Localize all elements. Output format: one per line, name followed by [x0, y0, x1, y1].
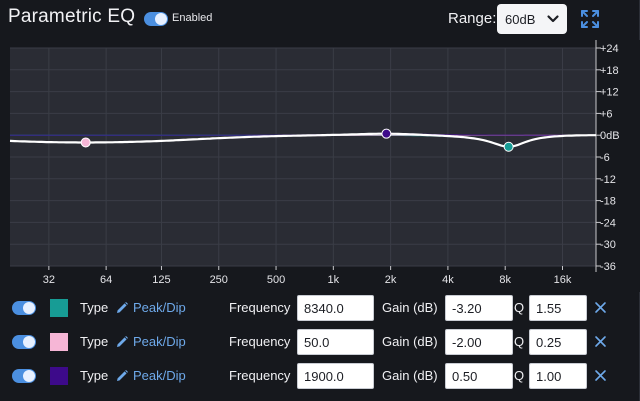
band-row-1: Type Peak/Dip Frequency 8340.0 Gain (dB)…: [0, 292, 640, 324]
combined-response-curve: [9, 132, 596, 148]
header: Parametric EQ Enabled Range: 60dB: [0, 0, 640, 40]
x-tick-label: 8k: [499, 274, 511, 286]
band-1-gain-input[interactable]: -3.20: [445, 295, 513, 321]
close-icon[interactable]: [594, 301, 607, 314]
y-tick-label: -12: [600, 174, 616, 186]
band-2-handle[interactable]: [80, 137, 91, 148]
band-handles[interactable]: [80, 128, 514, 152]
band-2-color-swatch[interactable]: [50, 333, 68, 351]
y-tick-label: -24: [600, 217, 616, 229]
x-tick-label: 500: [267, 274, 285, 286]
q-label: Q: [514, 368, 525, 383]
x-tick-label: 4k: [442, 274, 454, 286]
band-row-2: Type Peak/Dip Frequency 50.0 Gain (dB) -…: [0, 326, 640, 358]
x-axis: 32 64 125 250 500 1k 2k 4k 8k 16k: [43, 266, 572, 286]
gain-label: Gain (dB): [382, 368, 438, 383]
y-axis-band: [596, 40, 640, 292]
eq-chart[interactable]: +24 +18 +12 +6 0dB -6 -12 -18 -24 -30 -36 32 64 125 2…: [0, 40, 640, 292]
y-tick-label: +18: [600, 65, 619, 77]
band-3-type-link[interactable]: Peak/Dip: [133, 368, 186, 383]
band-2-frequency-input[interactable]: 50.0: [297, 329, 374, 355]
q-label: Q: [514, 300, 525, 315]
curves: [9, 132, 596, 148]
x-tick-label: 1k: [328, 274, 340, 286]
x-tick-label: 64: [100, 274, 112, 286]
gain-label: Gain (dB): [382, 300, 438, 315]
band-1-handle[interactable]: [503, 141, 514, 152]
band-1-color-swatch[interactable]: [50, 299, 68, 317]
grid: [10, 47, 596, 267]
frequency-label: Frequency: [229, 300, 291, 315]
range-label: Range:: [448, 10, 497, 27]
enabled-label: Enabled: [172, 12, 213, 24]
enabled-toggle[interactable]: [144, 12, 168, 26]
chevron-down-icon: [547, 15, 559, 23]
type-label: Type: [80, 300, 109, 315]
band-3-gain-input[interactable]: 0.50: [445, 363, 513, 389]
toggle-knob: [23, 302, 35, 314]
x-tick-label: 250: [210, 274, 228, 286]
range-select[interactable]: 60dB: [497, 4, 567, 34]
band-1-toggle[interactable]: [12, 301, 36, 315]
band-2-q-input[interactable]: 0.25: [529, 329, 587, 355]
x-tick-label: 32: [43, 274, 55, 286]
toggle-knob: [155, 13, 167, 25]
band-3-toggle[interactable]: [12, 369, 36, 383]
eq-graph[interactable]: +24 +18 +12 +6 0dB -6 -12 -18 -24 -30 -36 32 64 125 2…: [0, 40, 640, 292]
x-tick-label: 2k: [385, 274, 397, 286]
pencil-icon[interactable]: [115, 369, 129, 383]
band-1-frequency-input[interactable]: 8340.0: [297, 295, 374, 321]
toggle-knob: [23, 370, 35, 382]
band-1-q-input[interactable]: 1.55: [529, 295, 587, 321]
pencil-icon[interactable]: [115, 301, 129, 315]
band-2-gain-input[interactable]: -2.00: [445, 329, 513, 355]
y-tick-label: +12: [600, 87, 619, 99]
y-tick-label: -36: [600, 261, 616, 273]
y-tick-label: +6: [600, 108, 613, 120]
y-tick-label: 0dB: [600, 130, 620, 142]
band-row-3: Type Peak/Dip Frequency 1900.0 Gain (dB)…: [0, 360, 640, 392]
band-2-type-link[interactable]: Peak/Dip: [133, 334, 186, 349]
page-title: Parametric EQ: [8, 6, 136, 27]
close-icon[interactable]: [594, 369, 607, 382]
y-tick-label: -30: [600, 239, 616, 251]
frequency-label: Frequency: [229, 368, 291, 383]
band-3-handle[interactable]: [381, 128, 392, 139]
gain-label: Gain (dB): [382, 334, 438, 349]
toggle-knob: [23, 336, 35, 348]
band-1-type-link[interactable]: Peak/Dip: [133, 300, 186, 315]
range-select-value: 60dB: [505, 12, 536, 27]
x-axis-band: [0, 266, 640, 292]
band-3-frequency-input[interactable]: 1900.0: [297, 363, 374, 389]
x-tick-label: 16k: [554, 274, 572, 286]
type-label: Type: [80, 334, 109, 349]
frequency-label: Frequency: [229, 334, 291, 349]
expand-icon[interactable]: [580, 9, 600, 29]
q-label: Q: [514, 334, 525, 349]
y-tick-label: -18: [600, 196, 616, 208]
x-tick-label: 125: [152, 274, 170, 286]
y-axis: +24 +18 +12 +6 0dB -6 -12 -18 -24 -30 -36: [595, 40, 620, 273]
type-label: Type: [80, 368, 109, 383]
close-icon[interactable]: [594, 335, 607, 348]
band-2-toggle[interactable]: [12, 335, 36, 349]
y-tick-label: +24: [600, 43, 619, 55]
y-tick-label: -6: [600, 152, 610, 164]
band-3-color-swatch[interactable]: [50, 367, 68, 385]
band-3-q-input[interactable]: 1.00: [529, 363, 587, 389]
pencil-icon[interactable]: [115, 335, 129, 349]
